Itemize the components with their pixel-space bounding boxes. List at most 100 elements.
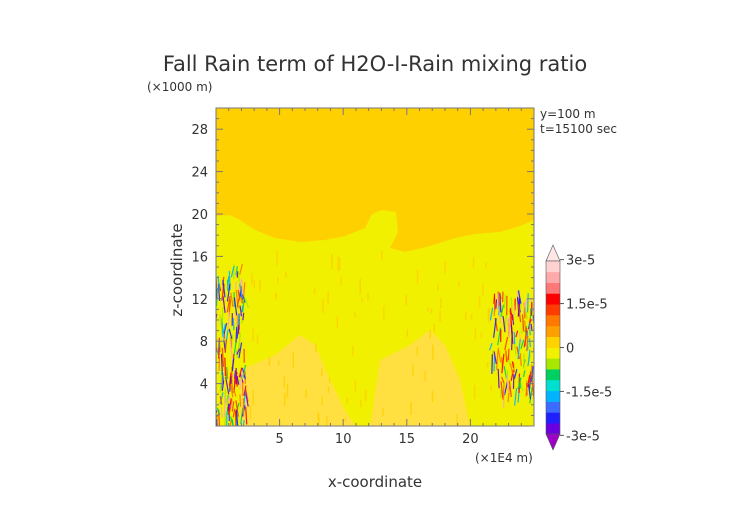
rain-streak <box>531 366 534 382</box>
rain-streak <box>235 266 238 276</box>
rain-streak <box>224 413 226 426</box>
rain-streak <box>525 336 529 352</box>
rain-streak <box>488 342 493 351</box>
rain-streak <box>521 314 525 332</box>
rain-streak <box>238 332 241 348</box>
rain-streak <box>500 381 504 399</box>
colorbar-segment <box>546 369 560 381</box>
rain-streak <box>513 342 517 355</box>
rain-streak <box>524 298 528 308</box>
colorbar-labels: 3e-5 1.5e-5 0 -1.5e-5 -3e-5 <box>566 254 612 445</box>
rain-streak <box>502 316 506 333</box>
plot-area <box>216 108 534 426</box>
rain-streak <box>241 305 244 313</box>
rain-streak <box>493 355 496 372</box>
rain-streak <box>230 266 235 278</box>
y-axis-unit: (×1000 m) <box>147 80 212 94</box>
rain-streak <box>500 304 505 317</box>
rain-streak <box>520 339 525 350</box>
rain-streak <box>239 372 244 390</box>
rain-streak <box>503 365 508 379</box>
rain-streak <box>505 350 508 363</box>
rain-streak <box>225 398 229 408</box>
rain-streak <box>527 383 532 400</box>
rain-streak <box>218 337 221 352</box>
x-tick-label: 15 <box>399 432 416 447</box>
colorbar-lower-tip <box>545 433 561 451</box>
rain-streak <box>216 419 218 426</box>
rain-streak <box>507 386 510 403</box>
rain-streak <box>222 280 226 298</box>
rain-streak <box>216 313 218 323</box>
rain-streak <box>504 336 509 351</box>
rain-streak <box>243 282 246 297</box>
rain-streak <box>510 324 514 344</box>
rain-streak <box>228 372 232 387</box>
rain-streak <box>506 374 510 394</box>
rain-streak <box>493 351 497 364</box>
rain-streak <box>517 304 522 323</box>
rain-streak <box>219 392 224 405</box>
colorbar-segment <box>546 282 560 294</box>
y-tick-label: 12 <box>191 293 208 308</box>
y-axis-label: z-coordinate <box>168 223 186 316</box>
y-tick-label: 16 <box>191 250 208 265</box>
rain-streak <box>242 312 245 321</box>
rain-streak <box>498 309 502 323</box>
x-axis-unit: (×1E4 m) <box>475 451 533 465</box>
rain-streak <box>226 368 229 379</box>
rain-streak <box>245 407 248 425</box>
rain-streak <box>503 382 509 396</box>
rain-streak <box>529 386 533 404</box>
x-tick-label: 5 <box>275 432 283 447</box>
colorbar-segment <box>546 271 560 283</box>
rain-streak <box>239 305 243 317</box>
rain-streak <box>216 348 218 354</box>
rain-streak <box>227 276 230 290</box>
colorbar-segment <box>546 315 560 327</box>
rain-streak <box>508 380 512 398</box>
colorbar-segment <box>546 358 560 370</box>
rain-streak <box>230 336 233 349</box>
colorbar-segment <box>546 336 560 348</box>
y-tick-label: 24 <box>191 166 208 181</box>
colorbar-upper-tip <box>545 244 561 262</box>
rain-streak <box>220 407 224 418</box>
rain-streak <box>227 398 232 415</box>
rain-streak <box>228 328 233 339</box>
rain-streak <box>528 370 532 390</box>
rain-streak <box>509 307 514 321</box>
rain-streak <box>224 339 227 353</box>
colorbar-segment <box>546 390 560 402</box>
rain-streak <box>501 353 505 374</box>
rain-streak <box>513 369 518 379</box>
rain-streak <box>223 322 228 333</box>
rain-streak <box>219 314 223 335</box>
rain-streak <box>235 409 239 426</box>
rain-streak <box>231 401 235 412</box>
rain-streak <box>234 281 237 290</box>
rain-streak <box>236 375 240 385</box>
rain-streak <box>495 299 498 309</box>
rain-streak <box>216 407 221 416</box>
y-tick-labels: 4 8 12 16 20 24 28 <box>191 123 208 392</box>
colorbar-tick-label: -3e-5 <box>566 429 600 444</box>
rain-streak <box>229 339 234 360</box>
y-tick-label: 28 <box>191 123 208 138</box>
rain-streak <box>517 339 521 360</box>
rain-streak <box>216 410 218 415</box>
rain-streak <box>527 349 531 366</box>
colorbar-segment <box>546 261 560 273</box>
rain-streak <box>224 357 227 377</box>
rain-streak <box>220 353 223 372</box>
rain-streak <box>232 408 236 418</box>
rain-streak <box>522 370 526 378</box>
rain-streak <box>237 289 241 301</box>
rain-streak <box>232 317 235 331</box>
colorbar-segment <box>546 412 560 424</box>
rain-streak <box>221 347 225 367</box>
y-tick-label: 20 <box>191 208 208 223</box>
rain-streak <box>236 298 240 307</box>
rain-streak <box>512 362 515 373</box>
